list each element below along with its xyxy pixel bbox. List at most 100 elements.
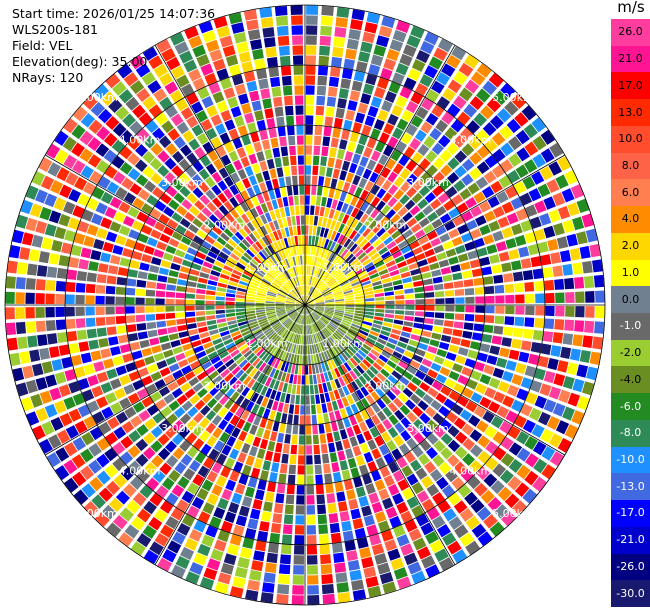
range-gate-cell [224,242,235,252]
range-gate-cell [330,219,337,230]
range-gate-cell [262,460,272,471]
range-gate-cell [294,404,300,415]
range-gate-cell [344,294,354,299]
range-gate-cell [361,323,372,330]
range-gate-cell [29,203,43,218]
range-gate-cell [446,411,458,424]
range-gate-cell [300,205,305,215]
range-gate-cell [77,220,90,233]
range-gate-cell [72,205,85,218]
range-gate-cell [261,339,270,347]
range-gate-cell [451,46,467,61]
range-gate-cell [311,185,317,196]
range-gate-cell [373,288,384,294]
range-gate-cell [433,440,446,453]
colorbar-tick-label: 13.0 [618,105,643,119]
range-gate-cell [291,15,303,25]
range-gate-cell [441,111,455,125]
range-gate-cell [462,438,476,451]
range-gate-cell [355,389,365,400]
range-gate-cell [337,327,347,334]
range-gate-cell [197,277,208,284]
range-gate-cell [101,406,114,420]
range-gate-cell [592,259,603,273]
range-gate-cell [314,454,322,465]
range-gate-cell [106,326,117,336]
range-gate-cell [298,305,305,313]
range-gate-cell [275,325,284,333]
range-gate-cell [339,340,347,349]
range-gate-cell [306,455,313,465]
range-gate-cell [74,177,88,191]
range-gate-cell [305,335,307,345]
range-gate-cell [541,464,556,480]
range-gate-cell [249,323,259,330]
range-gate-cell [234,566,248,579]
range-gate-cell [80,448,94,463]
range-gate-cell [444,289,455,297]
range-gate-cell [216,236,227,246]
range-gate-cell [458,87,473,102]
range-gate-cell [306,315,309,325]
range-gate-cell [278,177,286,188]
range-gate-cell [207,279,218,286]
range-gate-cell [507,426,521,440]
range-gate-cell [406,256,417,265]
range-gate-cell [219,132,231,144]
range-gate-cell [362,241,372,251]
range-gate-cell [352,174,361,186]
range-gate-cell [88,443,102,457]
range-gate-cell [288,404,295,414]
range-gate-cell [311,334,316,344]
range-gate-cell [163,349,174,359]
range-gate-cell [116,325,127,334]
range-gate-cell [120,129,134,144]
range-gate-cell [520,220,533,233]
range-gate-cell [341,202,349,213]
range-gate-cell [273,220,280,230]
range-gate-cell [376,410,387,422]
range-gate-cell [226,435,237,447]
range-gate-cell [409,240,421,250]
range-gate-cell [172,256,183,265]
range-gate-cell [281,271,289,281]
range-gate-cell [337,366,345,376]
range-gate-cell [383,452,395,465]
range-gate-cell [324,177,331,188]
range-gate-cell [366,369,376,379]
range-gate-cell [86,197,99,211]
range-gate-cell [55,465,70,481]
range-gate-cell [396,260,408,269]
range-gate-cell [489,345,501,356]
range-gate-cell [311,344,316,354]
range-gate-cell [224,511,237,524]
range-gate-cell [265,47,277,58]
range-gate-cell [71,124,86,140]
range-gate-cell [120,467,135,481]
range-gate-cell [315,301,325,304]
range-gate-cell [356,537,369,549]
range-gate-cell [539,212,552,226]
range-gate-cell [168,269,179,278]
range-gate-cell [31,171,46,186]
range-gate-cell [295,245,300,256]
range-gate-cell [532,135,547,151]
range-gate-cell [259,438,269,450]
range-gate-cell [264,274,274,282]
range-gate-cell [385,158,397,170]
range-gate-cell [305,375,309,385]
range-gate-cell [229,402,240,414]
range-gate-cell [244,144,255,156]
range-gate-cell [322,290,332,296]
range-gate-cell [248,246,258,256]
range-gate-cell [567,392,581,407]
range-gate-cell [297,255,301,266]
range-gate-cell [144,418,157,430]
range-gate-cell [325,303,335,305]
range-gate-cell [80,247,92,259]
range-gate-cell [318,269,325,279]
range-gate-cell [388,461,400,474]
range-gate-cell [56,267,68,279]
range-gate-cell [7,337,18,351]
range-gate-cell [135,314,146,323]
